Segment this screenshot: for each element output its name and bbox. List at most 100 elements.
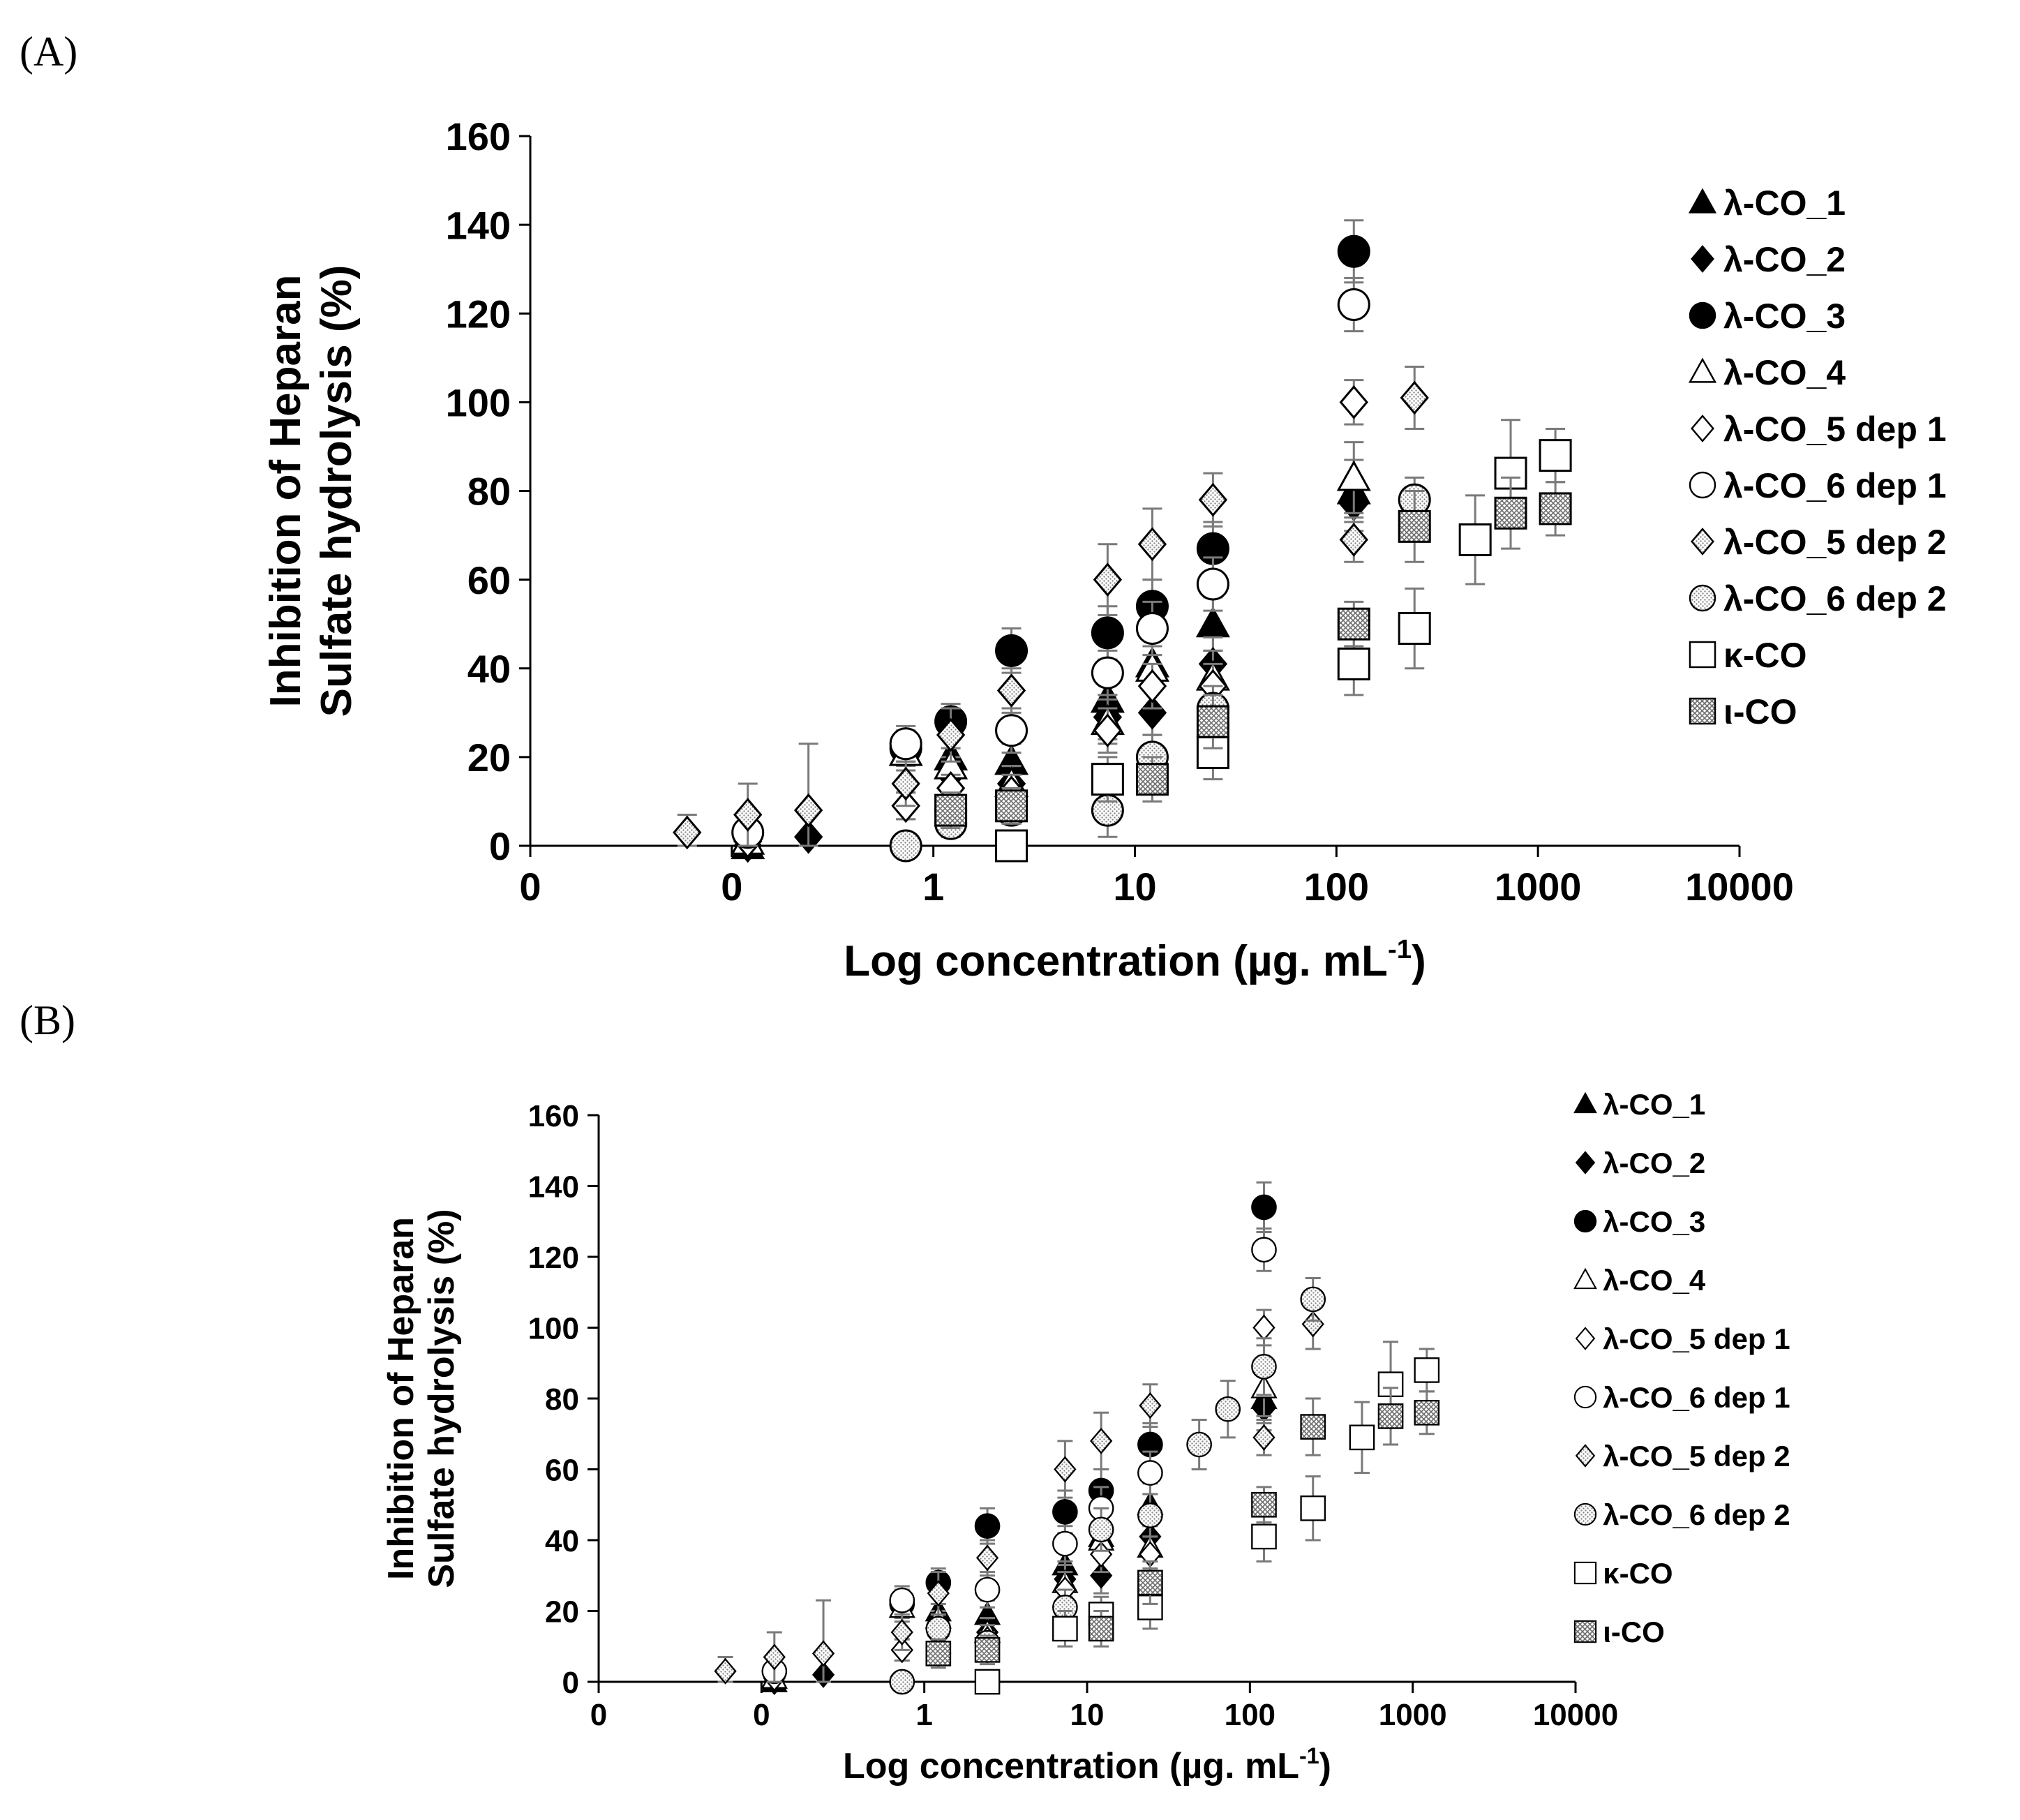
data-point [889, 727, 922, 761]
x-tick-label: 0 [721, 865, 742, 909]
x-tick-label: 1 [922, 865, 944, 909]
y-tick-label: 100 [446, 381, 511, 425]
legend-marker [1573, 1385, 1597, 1409]
y-tick-label: 160 [446, 114, 511, 158]
data-point [995, 829, 1028, 863]
legend-label: λ-CO_5 dep 2 [1723, 523, 1947, 562]
legend-label: λ-CO_1 [1723, 184, 1846, 223]
legend-marker [1573, 1209, 1597, 1233]
legend-marker [1689, 584, 1716, 612]
data-point [1198, 482, 1228, 517]
data-point [1137, 669, 1167, 703]
legend-label: λ-CO_3 [1723, 297, 1846, 336]
legend-label: λ-CO_6 dep 1 [1723, 466, 1947, 505]
data-point [890, 1618, 913, 1646]
y-tick-label: 100 [528, 1311, 579, 1345]
series-5 [733, 379, 1368, 858]
y-tick-label: 0 [562, 1666, 579, 1700]
data-point [1093, 562, 1123, 597]
series-2 [733, 476, 1368, 863]
data-point [1300, 1495, 1326, 1521]
data-point [1196, 567, 1229, 601]
legend-marker [1575, 1151, 1596, 1174]
legend-marker [1573, 1091, 1597, 1114]
x-tick-label: 0 [753, 1698, 770, 1732]
legend-label: λ-CO_6 dep 2 [1603, 1498, 1790, 1531]
panel-label-b: (B) [20, 997, 75, 1043]
x-tick-label: 0 [590, 1698, 607, 1732]
data-point [925, 1641, 952, 1666]
y-axis-label-line1: Inhibition of Heparan [381, 1217, 421, 1580]
x-tick-label: 100 [1304, 865, 1369, 909]
data-point [1137, 527, 1167, 562]
x-tick-label: 10 [1113, 865, 1156, 909]
data-point [1494, 496, 1527, 530]
y-tick-label: 140 [528, 1170, 579, 1204]
y-tick-label: 80 [545, 1382, 579, 1417]
data-point [1377, 1403, 1404, 1429]
data-point [975, 1544, 999, 1572]
data-point [1091, 656, 1124, 689]
y-tick-label: 0 [489, 824, 511, 868]
legend: λ-CO_1 λ-CO_2 λ-CO_3 λ-CO_4 λ-CO_5 dep 1 λ-CO… [1573, 1088, 1790, 1648]
series-10 [934, 476, 1572, 830]
legend-label: κ-CO [1723, 636, 1807, 675]
y-axis-label-line2: Sulfate hydrolysis (%) [313, 265, 361, 717]
data-point [673, 815, 702, 850]
series-3 [889, 1181, 1277, 1620]
data-point [1052, 1499, 1078, 1525]
data-point [1252, 1424, 1275, 1451]
y-tick-label: 120 [446, 292, 511, 336]
data-point [793, 793, 823, 828]
data-point [1339, 523, 1368, 557]
legend-label: λ-CO_4 [1603, 1264, 1706, 1297]
series-7 [673, 366, 1429, 850]
x-tick-label: 1000 [1495, 865, 1582, 909]
data-point [1137, 1502, 1163, 1528]
series-1 [731, 458, 1371, 860]
y-tick-label: 40 [545, 1524, 579, 1558]
data-point [1400, 380, 1429, 415]
data-point [1349, 1424, 1375, 1451]
data-point [936, 717, 966, 752]
data-point [1052, 1616, 1078, 1642]
data-point [934, 793, 968, 827]
legend-label: κ-CO [1603, 1557, 1673, 1590]
series-7 [714, 1298, 1324, 1685]
legend-marker [1691, 528, 1714, 555]
data-point [1054, 1456, 1077, 1483]
data-point [1251, 1353, 1277, 1380]
legend-label: λ-CO_5 dep 1 [1723, 410, 1947, 449]
series-9 [974, 1341, 1440, 1695]
data-point [1337, 607, 1370, 641]
data-point [1339, 385, 1368, 419]
legend-label: λ-CO_6 dep 1 [1603, 1381, 1790, 1414]
y-tick-label: 140 [446, 203, 511, 247]
y-tick-label: 60 [467, 558, 511, 602]
legend-label: λ-CO_2 [1603, 1147, 1705, 1179]
data-point [1252, 1314, 1275, 1341]
legend-marker [1689, 641, 1716, 669]
legend-label: λ-CO_1 [1603, 1088, 1705, 1121]
data-point [1300, 1286, 1326, 1313]
data-point [1251, 1237, 1277, 1263]
y-tick-label: 80 [467, 470, 511, 514]
data-point [1196, 705, 1229, 738]
data-point [1137, 1460, 1163, 1486]
data-point [1195, 606, 1230, 638]
legend-marker [1573, 1267, 1597, 1290]
y-tick-label: 20 [467, 736, 511, 780]
data-point [1251, 1491, 1277, 1518]
data-point [1414, 1357, 1440, 1383]
data-point [1090, 1427, 1113, 1454]
data-point [1414, 1399, 1440, 1426]
data-point [889, 1669, 915, 1695]
series-3 [889, 219, 1370, 768]
data-point [891, 766, 920, 801]
data-point [811, 1640, 835, 1667]
data-point [1052, 1530, 1078, 1557]
legend-label: λ-CO_5 dep 1 [1603, 1322, 1790, 1355]
legend-marker [1573, 1561, 1597, 1585]
y-tick-label: 120 [528, 1241, 579, 1275]
